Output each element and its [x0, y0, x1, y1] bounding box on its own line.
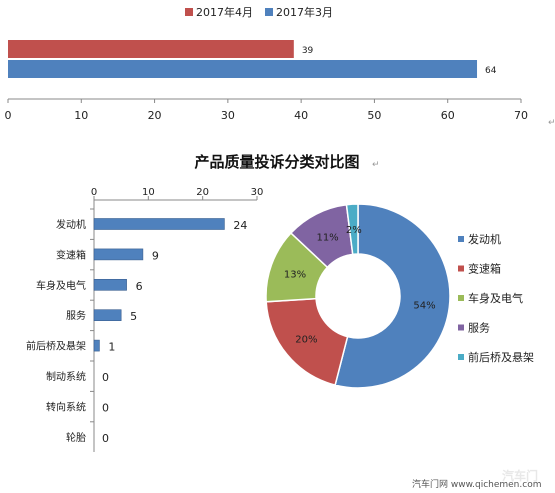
legend-swatch: [458, 354, 464, 360]
data-label: 5: [130, 310, 137, 323]
category-label: 发动机: [56, 218, 86, 231]
tick-label: 50: [367, 109, 381, 122]
legend-swatch: [458, 295, 464, 301]
donut-slice: [345, 203, 359, 256]
tick-label: 30: [251, 187, 264, 198]
legend-swatch: [458, 236, 464, 242]
category-label: 前后桥及悬架: [26, 340, 86, 353]
legend-label: 服务: [468, 322, 490, 335]
tick-label: 40: [294, 109, 308, 122]
tick-label: 10: [74, 109, 88, 122]
return-mark-icon: ↵: [548, 118, 555, 128]
tick-label: 60: [441, 109, 455, 122]
top-bars: 39 64: [8, 40, 497, 78]
bar: [93, 248, 144, 261]
tick-label: 20: [196, 187, 209, 198]
data-label: 9: [152, 249, 159, 262]
source-watermark: 汽车门网 www.qichemen.com: [412, 478, 541, 490]
tick-label: 0: [5, 109, 12, 122]
data-label: 0: [102, 432, 109, 445]
chart-title: 产品质量投诉分类对比图: [194, 153, 359, 171]
tick-label: 10: [142, 187, 155, 198]
legend-swatch: [458, 324, 464, 331]
legend-label: 变速箱: [468, 262, 501, 276]
tick-label: 70: [514, 109, 528, 122]
legend-swatch: [185, 8, 193, 16]
bar: [93, 339, 100, 352]
bar: [93, 278, 127, 291]
slice-label: 20%: [295, 335, 317, 346]
legend-label: 2017年4月: [196, 5, 253, 19]
legend-label: 2017年3月: [276, 5, 333, 19]
data-label: 6: [136, 280, 143, 293]
slice-label: 11%: [316, 232, 338, 243]
tick-label: 0: [91, 187, 97, 198]
data-label: 0: [102, 401, 109, 414]
bar: [8, 60, 478, 78]
top-legend: 2017年4月 2017年3月: [185, 5, 333, 19]
legend-swatch: [265, 8, 273, 16]
return-mark-icon: ↵: [372, 160, 380, 170]
legend-swatch: [458, 265, 464, 272]
donut-chart: 54% 20% 13% 11% 2%: [265, 203, 451, 389]
bar: [8, 40, 294, 58]
data-label: 24: [233, 219, 247, 232]
category-label: 服务: [66, 309, 86, 322]
bar: [93, 218, 225, 230]
slice-label: 54%: [413, 300, 435, 311]
category-label: 转向系统: [46, 400, 86, 413]
category-bars: 发动机 24 变速箱 9 车身及电气 6 服务 5 前后桥及悬架 1 制动系统 0 转向系统 0 轮胎 0: [26, 218, 247, 445]
category-label: 轮胎: [66, 431, 86, 444]
donut-slice: [265, 297, 349, 387]
category-label: 变速箱: [56, 248, 86, 261]
site-logo: 汽车门: [502, 468, 538, 483]
data-label: 0: [102, 371, 109, 384]
data-label: 39: [302, 46, 314, 56]
data-label: 64: [485, 66, 497, 76]
bar: [93, 309, 122, 322]
top-x-axis: 0 10 20 30 40 50 60 70: [5, 98, 528, 122]
legend-label: 车身及电气: [468, 291, 523, 305]
slice-label: 2%: [346, 225, 362, 236]
donut-slice: [334, 203, 451, 389]
tick-label: 30: [221, 109, 235, 122]
category-label: 车身及电气: [36, 279, 86, 292]
tick-label: 20: [148, 109, 162, 122]
bar-x-axis: 0 10 20 30: [90, 187, 263, 452]
legend-label: 前后桥及悬架: [468, 350, 534, 364]
category-label: 制动系统: [46, 370, 86, 383]
data-label: 1: [108, 341, 115, 354]
slice-label: 13%: [284, 269, 306, 280]
legend-label: 发动机: [468, 232, 501, 246]
